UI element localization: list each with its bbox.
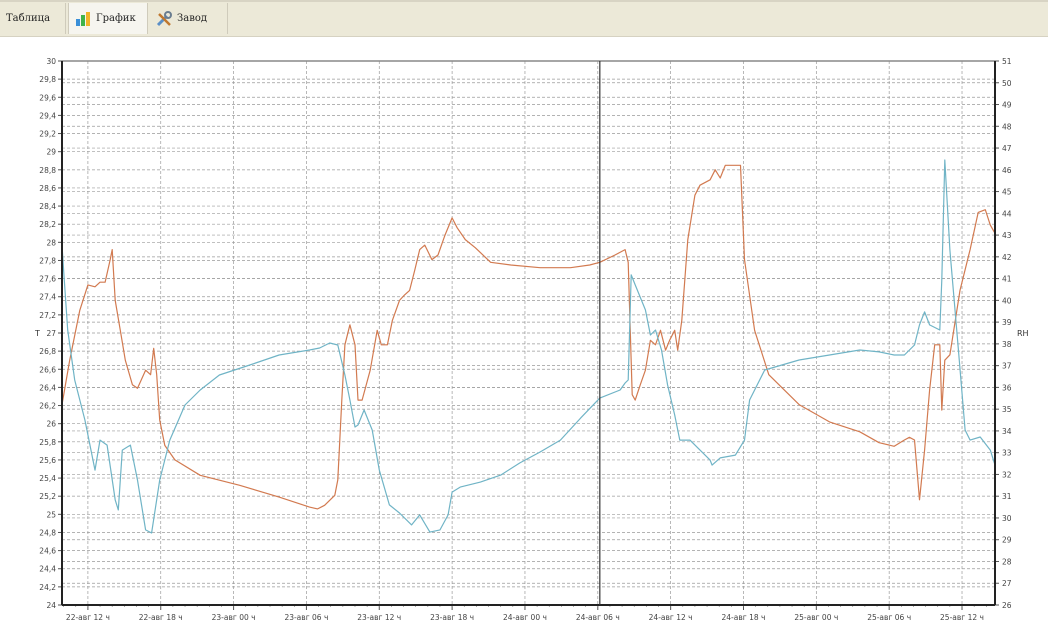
tab-chart[interactable]: График (68, 3, 148, 34)
y-tick-label: 29,4 (39, 111, 56, 120)
y-tick-label: 28,2 (39, 220, 56, 229)
y2-tick-label: 33 (1002, 449, 1012, 458)
plot-frame (61, 60, 996, 606)
y-tick-label: 28,6 (39, 184, 56, 193)
y2-tick-label: 37 (1002, 362, 1012, 371)
y-tick-label: 25 (46, 510, 56, 519)
series-line-rh (61, 159, 996, 534)
y-tick-label: 25,4 (39, 474, 56, 483)
tab-chart-label: График (96, 13, 136, 24)
tab-factory-label: Завод (177, 13, 207, 24)
x-tick-label: 22-авг 12 ч (66, 613, 110, 622)
tab-table-label: Таблица (6, 13, 51, 24)
y-tick-label: 28,8 (39, 166, 56, 175)
x-tick-label: 24-авг 06 ч (576, 613, 620, 622)
y-tick-label: 27 (46, 329, 56, 338)
y-tick-label: 27,8 (39, 256, 56, 265)
y-tick-label: 25,2 (39, 492, 56, 501)
tab-table[interactable]: Таблица (0, 3, 66, 34)
y-tick-label: 26 (46, 420, 56, 429)
y2-tick-label: 26 (1002, 601, 1012, 610)
x-tick-label: 22-авг 18 ч (139, 613, 183, 622)
chart: 24 24,2 24,4 24,6 24,8 25 25,2 25,4 25,6 25,8 26 26… (34, 57, 1029, 622)
y-axis-label: T (34, 329, 40, 338)
y2-tick-label: 41 (1002, 275, 1012, 284)
tools-icon (156, 10, 172, 27)
y-tick-label: 27,6 (39, 275, 56, 284)
y-tick-label: 28 (46, 238, 56, 247)
y-tick-label: 24,4 (39, 565, 56, 574)
x-tick-label: 25-авг 12 ч (940, 613, 984, 622)
y2-tick-label: 42 (1002, 253, 1012, 262)
y2-tick-label: 39 (1002, 318, 1012, 327)
y-tick-label: 24 (46, 601, 56, 610)
y-tick-label: 24,2 (39, 583, 56, 592)
y2-tick-label: 47 (1002, 144, 1012, 153)
y-tick-label: 25,8 (39, 438, 56, 447)
series-layer (61, 159, 996, 534)
y-tick-label: 29 (46, 148, 56, 157)
y2-tick-label: 40 (1002, 296, 1012, 305)
y2-tick-label: 38 (1002, 340, 1012, 349)
y2-tick-label: 48 (1002, 122, 1012, 131)
y-tick-label: 29,6 (39, 93, 56, 102)
y2-tick-label: 29 (1002, 536, 1012, 545)
y2-axis-label: RH (1017, 329, 1029, 338)
y-tick-label: 26,2 (39, 402, 56, 411)
y2-tick-label: 34 (1002, 427, 1012, 436)
y-tick-label: 24,6 (39, 547, 56, 556)
tab-bar-border (0, 0, 1048, 2)
tab-bar: Таблица График Завод (0, 0, 1048, 37)
x-tick-label: 23-авг 18 ч (430, 613, 474, 622)
y2-tick-label: 31 (1002, 492, 1012, 501)
y2-tick-label: 30 (1002, 514, 1012, 523)
y2-tick-label: 43 (1002, 231, 1012, 240)
y2-tick-label: 35 (1002, 405, 1012, 414)
x-tick-label: 23-авг 12 ч (357, 613, 401, 622)
grid (62, 61, 995, 605)
y2-tick-label: 32 (1002, 470, 1012, 479)
y2-tick-label: 36 (1002, 383, 1012, 392)
y-tick-label: 27,2 (39, 311, 56, 320)
x-tick-label: 25-авг 00 ч (794, 613, 838, 622)
x-tick-label: 24-авг 18 ч (722, 613, 766, 622)
y-tick-label: 26,4 (39, 383, 56, 392)
y-tick-label: 25,6 (39, 456, 56, 465)
y2-tick-label: 46 (1002, 166, 1012, 175)
tab-factory[interactable]: Завод (150, 3, 228, 34)
y-tick-label: 30 (46, 57, 56, 66)
y2-tick-label: 50 (1002, 79, 1012, 88)
x-tick-label: 24-авг 00 ч (503, 613, 547, 622)
series-line-t (61, 164, 996, 510)
y-tick-label: 29,8 (39, 75, 56, 84)
y-tick-label: 24,8 (39, 528, 56, 537)
x-tick-label: 23-авг 06 ч (284, 613, 328, 622)
y2-tick-label: 44 (1002, 209, 1012, 218)
y-tick-label: 29,2 (39, 130, 56, 139)
y-tick-label: 27,4 (39, 293, 56, 302)
y2-tick-label: 51 (1002, 57, 1012, 66)
x-tick-label: 25-авг 06 ч (867, 613, 911, 622)
y2-tick-label: 28 (1002, 557, 1012, 566)
y2-tick-label: 27 (1002, 579, 1012, 588)
y-tick-label: 28,4 (39, 202, 56, 211)
x-tick-label: 24-авг 12 ч (649, 613, 693, 622)
y-tick-label: 26,8 (39, 347, 56, 356)
y2-tick-label: 45 (1002, 188, 1012, 197)
x-tick-label: 23-авг 00 ч (212, 613, 256, 622)
ticks: 24 24,2 24,4 24,6 24,8 25 25,2 25,4 25,6 25,8 26 26… (39, 57, 1011, 622)
chart-icon (75, 11, 91, 27)
y2-tick-label: 49 (1002, 101, 1012, 110)
y-tick-label: 26,6 (39, 365, 56, 374)
